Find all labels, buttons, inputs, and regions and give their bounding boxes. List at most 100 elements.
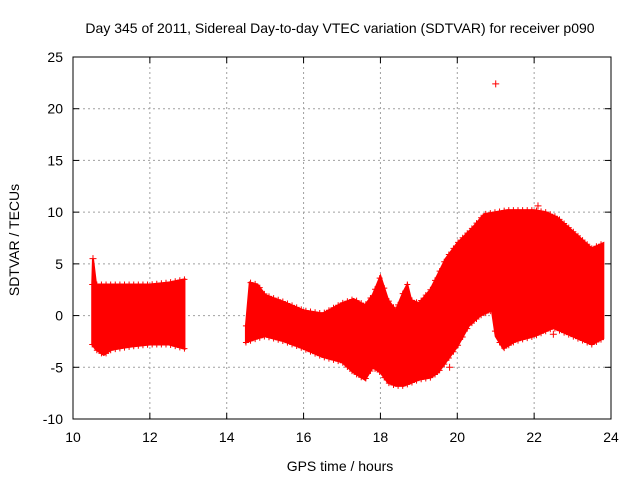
data-point-edge [256, 334, 263, 341]
data-point-edge [445, 354, 452, 361]
data-band-segment-1 [91, 258, 186, 357]
data-point-edge [330, 356, 337, 363]
data-point-edge [441, 258, 448, 265]
data-point-edge [556, 327, 563, 334]
data-point-edge [181, 276, 188, 283]
data-point-edge [478, 312, 485, 319]
data-point-edge [284, 300, 291, 307]
data-point-edge [459, 234, 466, 241]
data-point-edge [302, 346, 309, 353]
data-point-edge [176, 344, 183, 351]
data-point-edge [298, 344, 305, 351]
data-point-edge [372, 365, 379, 372]
data-point-edge [482, 210, 489, 217]
data-point-edge [279, 338, 286, 345]
data-point-edge [473, 316, 480, 323]
data-point-edge [335, 302, 342, 309]
data-point-edge [468, 320, 475, 327]
data-point-edge [574, 232, 581, 239]
data-point-edge [107, 347, 114, 354]
data-point-outlier [89, 255, 97, 263]
data-point-edge [339, 359, 346, 366]
y-tick-label: 10 [47, 204, 63, 220]
data-band-segment-2 [244, 209, 605, 387]
data-point-edge [519, 336, 526, 343]
data-point-edge [598, 336, 605, 343]
data-point-edge [431, 277, 438, 284]
data-point-edge [496, 208, 503, 215]
data-point-edge [547, 326, 554, 333]
data-point-edge [561, 220, 568, 227]
x-axis-label: GPS time / hours [287, 458, 394, 474]
x-tick-label: 20 [449, 429, 465, 445]
data-point-edge [501, 345, 508, 352]
data-point-edge [176, 277, 183, 284]
data-point-edge [551, 325, 558, 332]
data-point-edge [455, 342, 462, 349]
data-point-edge [570, 333, 577, 340]
data-point-edge [436, 367, 443, 374]
data-point-edge [381, 285, 388, 292]
data-point-outlier [534, 202, 542, 210]
data-point-edge [385, 298, 392, 305]
data-point-edge [565, 331, 572, 338]
data-point-edge [487, 308, 494, 315]
data-point-edge [284, 339, 291, 346]
data-point-edge [93, 347, 100, 354]
data-point-edge [275, 296, 282, 303]
data-point-edge [491, 209, 498, 216]
data-point-edge [385, 380, 392, 387]
data-point-edge [372, 286, 379, 293]
data-point-edge [538, 208, 545, 215]
data-point-edge [404, 281, 411, 288]
y-tick-label: -10 [43, 411, 63, 427]
data-point-edge [307, 348, 314, 355]
data-point-edge [279, 298, 286, 305]
data-point-edge [427, 286, 434, 293]
data-point-edge [367, 294, 374, 301]
data-layer [89, 80, 605, 389]
data-point-edge [348, 296, 355, 303]
data-point-edge [121, 344, 128, 351]
data-point-edge [252, 336, 259, 343]
data-point-edge [298, 306, 305, 313]
data-point-edge [242, 322, 249, 329]
data-point-edge [399, 290, 406, 297]
data-point-edge [450, 245, 457, 252]
y-tick-label: 25 [47, 49, 63, 65]
data-point-edge [505, 342, 512, 349]
data-point-edge [547, 211, 554, 218]
data-point-edge [584, 339, 591, 346]
data-point-edge [478, 214, 485, 221]
data-point-edge [302, 307, 309, 314]
data-point-edge [482, 310, 489, 317]
y-tick-label: 0 [55, 308, 63, 324]
data-point-outlier [492, 80, 500, 88]
chart-title: Day 345 of 2011, Sidereal Day-to-day VTE… [85, 20, 594, 36]
data-point-edge [561, 329, 568, 336]
data-point-edge [335, 358, 342, 365]
data-point-edge [247, 337, 254, 344]
data-point-edge [418, 297, 425, 304]
data-point-edge [455, 239, 462, 246]
data-point-edge [593, 243, 600, 250]
y-tick-label: 20 [47, 101, 63, 117]
data-point-edge [431, 371, 438, 378]
data-point-edge [533, 332, 540, 339]
data-point-edge [395, 301, 402, 308]
data-point-edge [321, 354, 328, 361]
data-point-edge [390, 304, 397, 311]
y-axis-label: SDTVAR / TECUs [6, 184, 22, 296]
data-point-edge [551, 213, 558, 220]
data-point-edge [588, 245, 595, 252]
data-point-edge [126, 343, 133, 350]
data-point-edge [574, 335, 581, 342]
data-point-edge [459, 333, 466, 340]
x-tick-label: 10 [65, 429, 81, 445]
data-point-edge [427, 374, 434, 381]
data-point-edge [353, 297, 360, 304]
data-point-edge [325, 307, 332, 314]
data-point-edge [103, 350, 110, 357]
data-point-edge [381, 374, 388, 381]
